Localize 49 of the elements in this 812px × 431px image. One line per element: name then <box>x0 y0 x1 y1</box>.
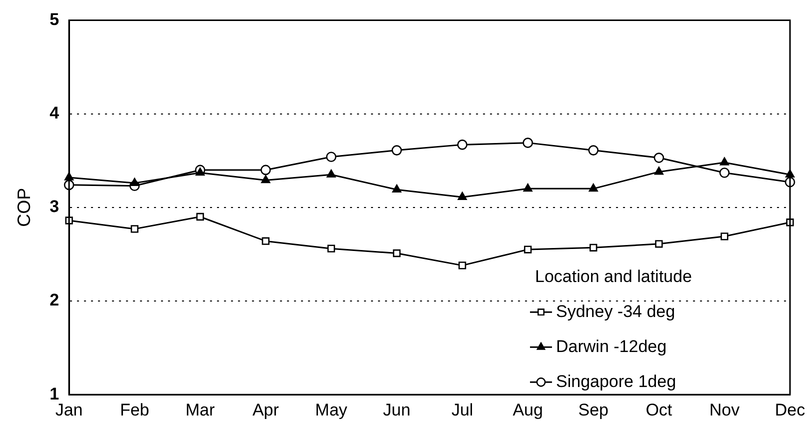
point <box>65 216 73 224</box>
point <box>588 145 599 156</box>
point <box>130 178 140 186</box>
y-tick-label: 2 <box>50 290 60 310</box>
x-tick-label: Feb <box>120 400 150 420</box>
point <box>654 166 664 175</box>
point <box>720 232 728 240</box>
point <box>261 175 270 184</box>
point <box>524 246 532 254</box>
point <box>326 169 336 178</box>
legend-label: Sydney -34 deg <box>556 302 676 321</box>
point <box>457 140 468 150</box>
y-axis-title: COP <box>14 188 34 227</box>
point <box>588 184 598 192</box>
point <box>458 262 466 270</box>
point <box>196 168 205 176</box>
point <box>130 225 138 233</box>
point <box>655 240 663 248</box>
x-tick-label: Apr <box>252 400 280 420</box>
point <box>654 152 664 163</box>
x-tick-label: Jul <box>451 400 474 420</box>
point <box>458 192 467 200</box>
x-tick-label: Sep <box>578 400 609 420</box>
point <box>260 164 271 176</box>
point <box>262 237 270 245</box>
x-tick-label: Mar <box>185 400 216 420</box>
point <box>392 145 402 156</box>
y-tick-label: 3 <box>50 197 60 216</box>
x-tick-label: Oct <box>646 400 672 420</box>
point <box>590 244 598 252</box>
point <box>327 244 336 252</box>
point <box>392 249 401 258</box>
point <box>196 212 204 221</box>
point <box>719 168 730 178</box>
x-tick-label: Nov <box>709 400 740 420</box>
point <box>720 157 730 166</box>
x-tick-label: Dec <box>774 400 806 420</box>
point <box>522 138 533 148</box>
legend-label: Singapore 1deg <box>556 372 676 391</box>
point <box>326 152 336 162</box>
legend-title: Location and latitude <box>535 266 692 286</box>
point <box>392 184 402 193</box>
x-tick-label: Aug <box>512 400 543 420</box>
legend-label: Darwin -12deg <box>556 336 667 356</box>
point <box>523 184 532 192</box>
y-tick-label: 5 <box>50 10 60 29</box>
x-tick-label: Jun <box>383 400 410 420</box>
x-tick-label: May <box>315 400 348 420</box>
y-tick-label: 4 <box>50 103 60 122</box>
